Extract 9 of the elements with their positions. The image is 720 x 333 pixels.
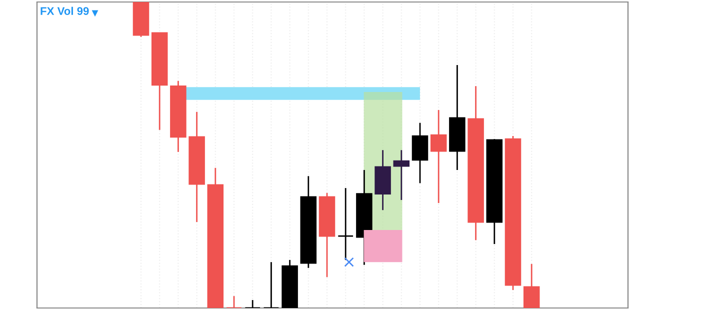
candlestick (244, 299, 261, 308)
candlestick (337, 187, 354, 261)
candlestick (263, 261, 280, 308)
candlestick (412, 122, 428, 184)
candlestick (393, 149, 410, 201)
candlestick (523, 263, 540, 308)
candlestick (430, 109, 447, 204)
chart-title: FX Vol 99 (40, 6, 89, 15)
candlestick (226, 295, 242, 308)
